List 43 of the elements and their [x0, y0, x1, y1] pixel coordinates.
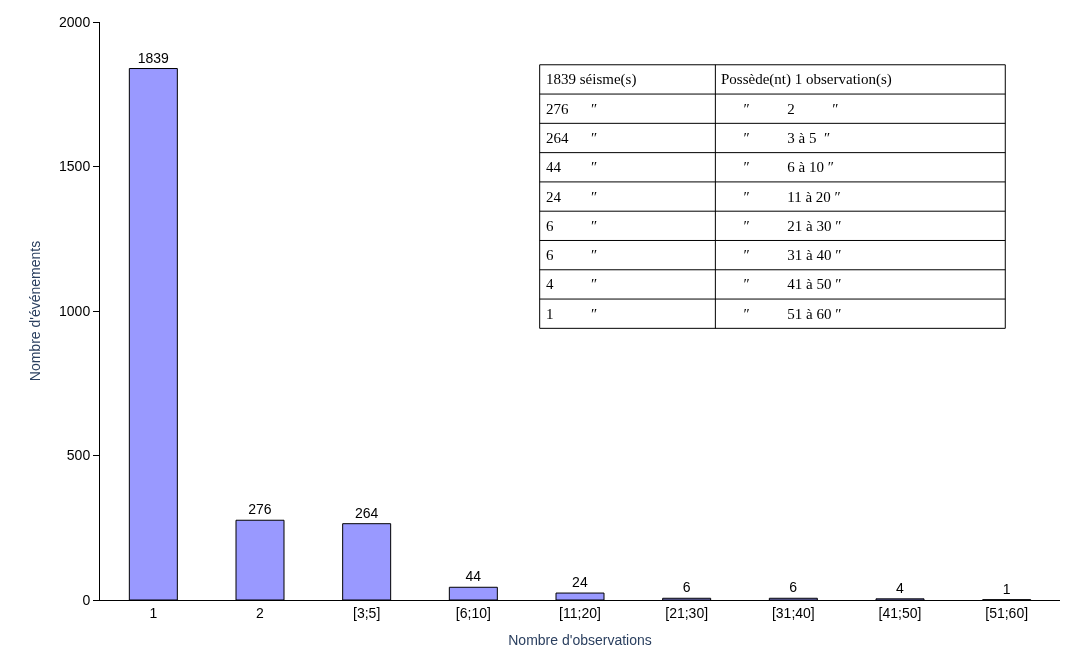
annotation: ″ 6 à 10 ″: [721, 159, 834, 175]
annotation: 24 ″: [546, 189, 598, 205]
data-label: 4: [896, 579, 904, 596]
x-tick-label: [6;10]: [455, 604, 491, 621]
annotation: Possède(nt) 1 observation(s): [721, 71, 892, 88]
annotation: ″ 51 à 60 ″: [721, 306, 842, 322]
x-tick-label: [11;20]: [559, 604, 601, 621]
annotation: ″ 31 à 40 ″: [721, 247, 842, 263]
y-tick-label: 1500: [59, 158, 91, 175]
annotation: ″ 3 à 5 ″: [721, 130, 831, 146]
x-tick-label: [21;30]: [665, 604, 709, 621]
y-axis-title: Nombre d'événements: [26, 240, 43, 382]
annotation: ″ 2 ″: [721, 101, 839, 117]
annotation: 4 ″: [546, 276, 598, 292]
x-tick-label: 1: [149, 604, 158, 621]
data-label: 6: [789, 579, 798, 596]
x-axis-title: Nombre d'observations: [508, 632, 652, 649]
data-label: 1: [1002, 580, 1011, 597]
annotation: 264 ″: [546, 130, 598, 146]
annotation: 6 ″: [546, 218, 598, 234]
data-label: 24: [572, 574, 588, 591]
y-tick-label: 1000: [59, 302, 91, 319]
annotation: ″ 21 à 30 ″: [721, 218, 842, 234]
annotation: 44 ″: [546, 159, 598, 175]
annotation: ″ 11 à 20 ″: [721, 189, 841, 205]
y-tick-label: 0: [82, 591, 91, 608]
data-label: 6: [682, 579, 691, 596]
data-label: 44: [465, 568, 482, 585]
x-tick-label: [41;50]: [878, 604, 922, 621]
x-tick-label: 2: [256, 604, 265, 621]
data-label: 264: [354, 504, 379, 521]
data-label: 276: [248, 501, 272, 518]
y-tick-label: 500: [66, 447, 91, 464]
x-tick-label: [31;40]: [771, 604, 815, 621]
y-tick-label: 2000: [59, 13, 91, 30]
x-tick-label: [51;60]: [985, 604, 1029, 621]
data-label: 1839: [137, 49, 170, 66]
annotation: 276 ″: [546, 101, 598, 117]
annotation: 1 ″: [546, 306, 598, 322]
annotation: 1839 séisme(s): [546, 71, 637, 88]
x-tick-label: [3;5]: [353, 604, 381, 621]
annotation: ″ 41 à 50 ″: [721, 276, 842, 292]
annotation: 6 ″: [546, 247, 598, 263]
